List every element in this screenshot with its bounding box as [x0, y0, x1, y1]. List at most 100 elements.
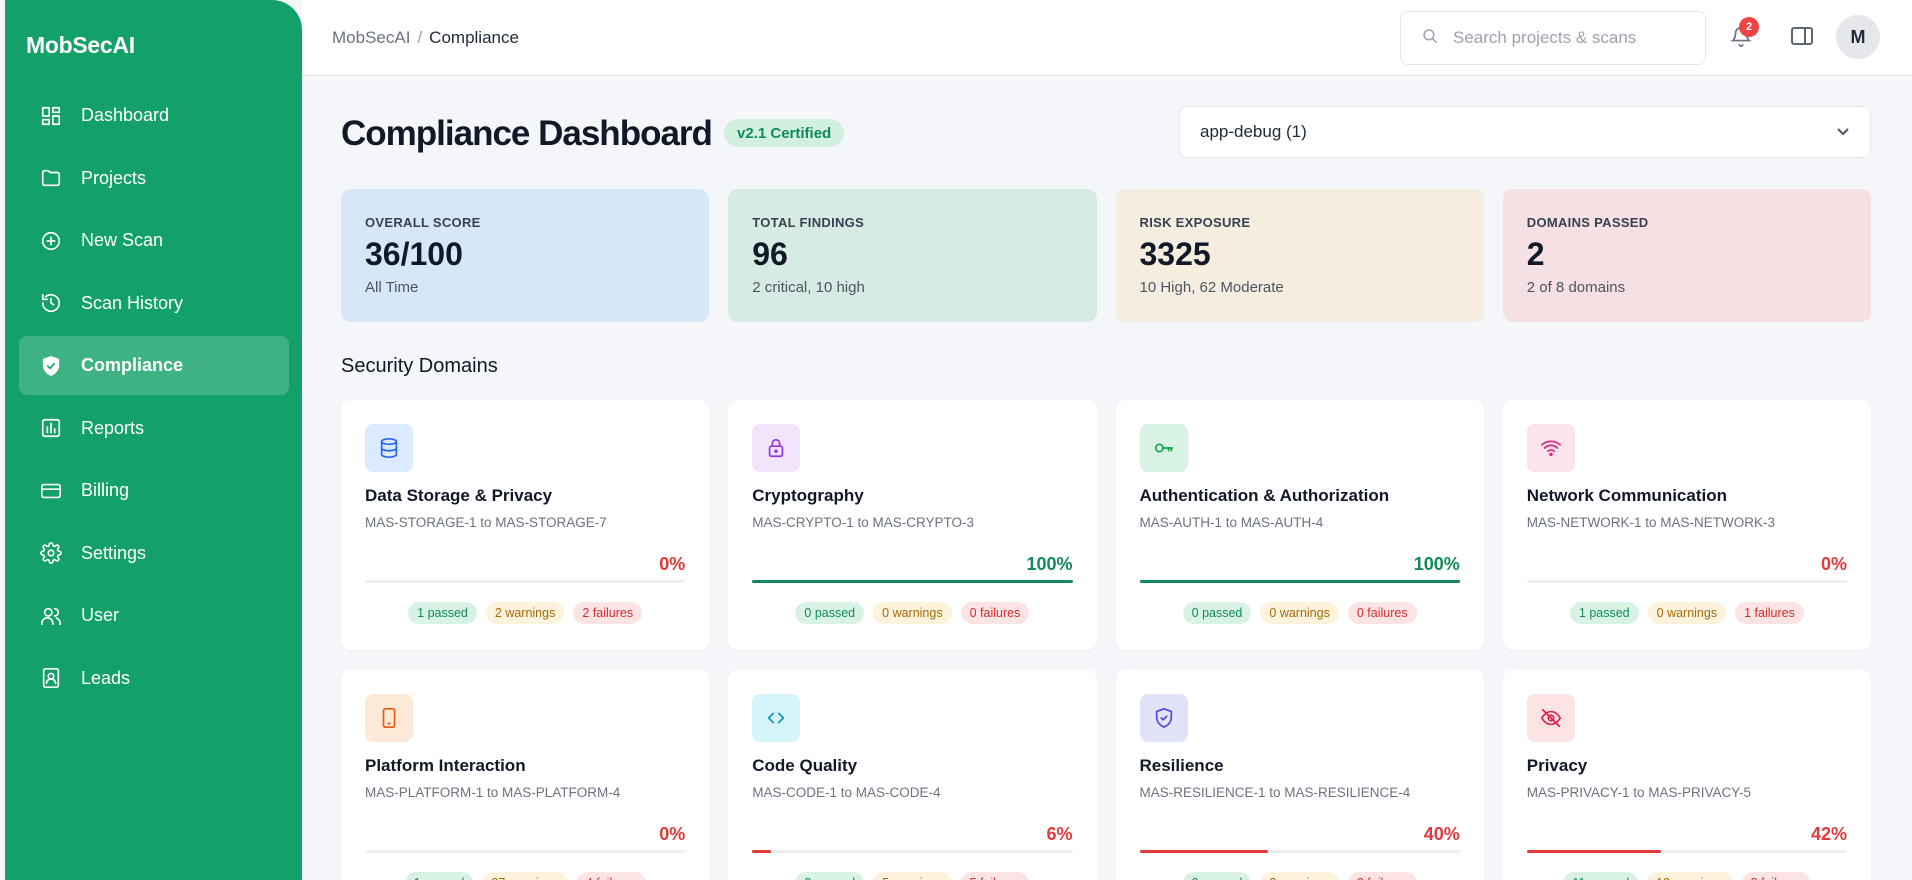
stat-subtext: All Time	[365, 279, 419, 296]
domain-percentage: 0%	[1820, 554, 1847, 574]
progress-fill	[752, 580, 1073, 583]
breadcrumb: MobSecAI / Compliance	[332, 28, 519, 48]
sidebar-item-label: Scan History	[81, 292, 184, 313]
domain-range: MAS-AUTH-1 to MAS-AUTH-4	[1139, 515, 1324, 530]
project-select-value: app-debug (1)	[1200, 122, 1307, 141]
passed-pill: 2 passed	[1182, 872, 1252, 880]
shield-check-icon	[39, 354, 63, 378]
search-input[interactable]	[1453, 28, 1693, 48]
domain-title: Cryptography	[752, 486, 864, 505]
domain-status-pills: 0 passed 0 warnings 0 failures	[728, 602, 1096, 624]
search-icon	[1421, 27, 1439, 50]
certified-badge: v2.1 Certified	[724, 119, 845, 147]
domain-card[interactable]: Network Communication MAS-NETWORK-1 to M…	[1502, 400, 1871, 650]
notifications-button[interactable]: 2	[1730, 17, 1759, 51]
failures-pill: 2 failures	[1347, 872, 1417, 880]
sidebar-item-reports[interactable]: Reports	[19, 399, 289, 458]
breadcrumb-current: Compliance	[429, 28, 519, 47]
domain-status-pills: 0 passed 0 warnings 0 failures	[1116, 602, 1484, 624]
domain-progress-bar	[365, 850, 686, 853]
domain-card[interactable]: Resilience MAS-RESILIENCE-1 to MAS-RESIL…	[1115, 670, 1484, 880]
sidebar-item-user[interactable]: User	[19, 586, 289, 645]
eye-off-icon	[1526, 694, 1575, 742]
failures-pill: 0 failures	[1347, 602, 1417, 624]
domain-percentage: 100%	[1026, 554, 1073, 574]
passed-pill: 1 passed	[408, 602, 477, 624]
sidebar-item-label: Dashboard	[81, 105, 170, 125]
stat-label: TOTAL FINDINGS	[752, 215, 865, 230]
stat-card-domains-passed: DOMAINS PASSED 2 2 of 8 domains	[1502, 189, 1871, 322]
progress-fill	[1139, 580, 1460, 583]
sidebar-item-projects[interactable]: Projects	[19, 149, 289, 208]
credit-card-icon	[39, 479, 63, 503]
domain-status-pills: 1 passed 27 warnings 4 failures	[341, 872, 709, 880]
domain-card[interactable]: Platform Interaction MAS-PLATFORM-1 to M…	[341, 670, 710, 880]
sidebar-item-billing[interactable]: Billing	[19, 461, 289, 520]
stat-subtext: 2 critical, 10 high	[752, 279, 865, 296]
stat-card-overall-score: OVERALL SCORE 36/100 All Time	[341, 189, 710, 322]
sidebar: MobSecAI Dashboard Projects New Scan Scan H…	[5, 0, 302, 880]
passed-pill: 1 passed	[404, 872, 474, 880]
stat-subtext: 2 of 8 domains	[1526, 279, 1626, 296]
stat-value: 36/100	[365, 236, 463, 272]
warnings-pill: 0 warnings	[873, 602, 952, 624]
wifi-icon	[1526, 424, 1575, 472]
domain-percentage: 0%	[659, 554, 686, 574]
domain-progress-bar	[1139, 850, 1460, 853]
warnings-pill: 0 warnings	[1260, 602, 1339, 624]
page-title: Compliance Dashboard	[341, 114, 713, 153]
project-select[interactable]: app-debug (1)	[1179, 106, 1871, 158]
code-icon	[752, 694, 801, 742]
domain-card[interactable]: Cryptography MAS-CRYPTO-1 to MAS-CRYPTO-…	[728, 400, 1097, 650]
domain-status-pills: 2 passed 2 warnings 2 failures	[1116, 872, 1484, 880]
plus-circle-icon	[39, 229, 63, 253]
domain-card[interactable]: Privacy MAS-PRIVACY-1 to MAS-PRIVACY-5 4…	[1502, 670, 1871, 880]
sidebar-item-label: Projects	[81, 167, 147, 188]
passed-pill: 11 passed	[1563, 872, 1639, 880]
domain-percentage: 0%	[659, 824, 686, 844]
failures-pill: 1 failures	[1735, 602, 1804, 624]
domain-card[interactable]: Authentication & Authorization MAS-AUTH-…	[1115, 400, 1484, 650]
domain-title: Platform Interaction	[365, 756, 526, 775]
failures-pill: 8 failures	[1741, 872, 1811, 880]
domain-progress-bar	[365, 580, 686, 583]
breadcrumb-root[interactable]: MobSecAI	[332, 28, 411, 47]
sidebar-item-dashboard[interactable]: Dashboard	[19, 86, 289, 145]
sidebar-nav: Dashboard Projects New Scan Scan History Com…	[19, 86, 289, 711]
warnings-pill: 27 warnings	[482, 872, 568, 880]
sidebar-item-scan-history[interactable]: Scan History	[19, 274, 289, 333]
domain-percentage: 6%	[1046, 824, 1073, 844]
domain-range: MAS-CRYPTO-1 to MAS-CRYPTO-3	[752, 515, 975, 530]
sidebar-panel-icon	[1790, 27, 1814, 51]
domain-card[interactable]: Data Storage & Privacy MAS-STORAGE-1 to …	[341, 400, 710, 650]
smartphone-icon	[365, 694, 413, 742]
sidebar-item-settings[interactable]: Settings	[19, 524, 289, 583]
top-header: MobSecAI / Compliance 2 M	[302, 0, 1912, 76]
stat-label: DOMAINS PASSED	[1526, 215, 1649, 230]
bar-chart-icon	[39, 416, 63, 440]
domain-progress-bar	[1526, 580, 1847, 583]
domain-range: MAS-NETWORK-1 to MAS-NETWORK-3	[1526, 515, 1776, 530]
sidebar-item-new-scan[interactable]: New Scan	[19, 211, 289, 270]
folder-icon	[39, 166, 63, 190]
avatar[interactable]: M	[1836, 15, 1880, 59]
panel-toggle-button[interactable]	[1790, 25, 1814, 52]
stat-cards: OVERALL SCORE 36/100 All Time TOTAL FINDI…	[341, 189, 1871, 322]
domain-status-pills: 1 passed 2 warnings 2 failures	[341, 602, 709, 624]
domain-percentage: 100%	[1413, 554, 1460, 574]
domain-card[interactable]: Code Quality MAS-CODE-1 to MAS-CODE-4 6%…	[728, 670, 1097, 880]
warnings-pill: 0 warnings	[1647, 602, 1727, 624]
domain-range: MAS-STORAGE-1 to MAS-STORAGE-7	[365, 515, 607, 530]
search-box[interactable]	[1400, 11, 1706, 65]
domain-status-pills: 2 passed 5 warnings 5 failures	[728, 872, 1096, 880]
sidebar-item-label: Leads	[81, 667, 131, 688]
brand-logo[interactable]: MobSecAI	[26, 32, 135, 58]
domain-status-pills: 1 passed 0 warnings 1 failures	[1503, 602, 1871, 624]
sidebar-item-compliance[interactable]: Compliance	[19, 336, 289, 395]
breadcrumb-separator: /	[417, 28, 423, 47]
domain-title: Resilience	[1139, 756, 1224, 775]
sidebar-item-label: Settings	[81, 542, 147, 563]
sidebar-item-leads[interactable]: Leads	[19, 649, 289, 708]
passed-pill: 0 passed	[1182, 602, 1252, 624]
domain-progress-bar	[1139, 580, 1460, 583]
